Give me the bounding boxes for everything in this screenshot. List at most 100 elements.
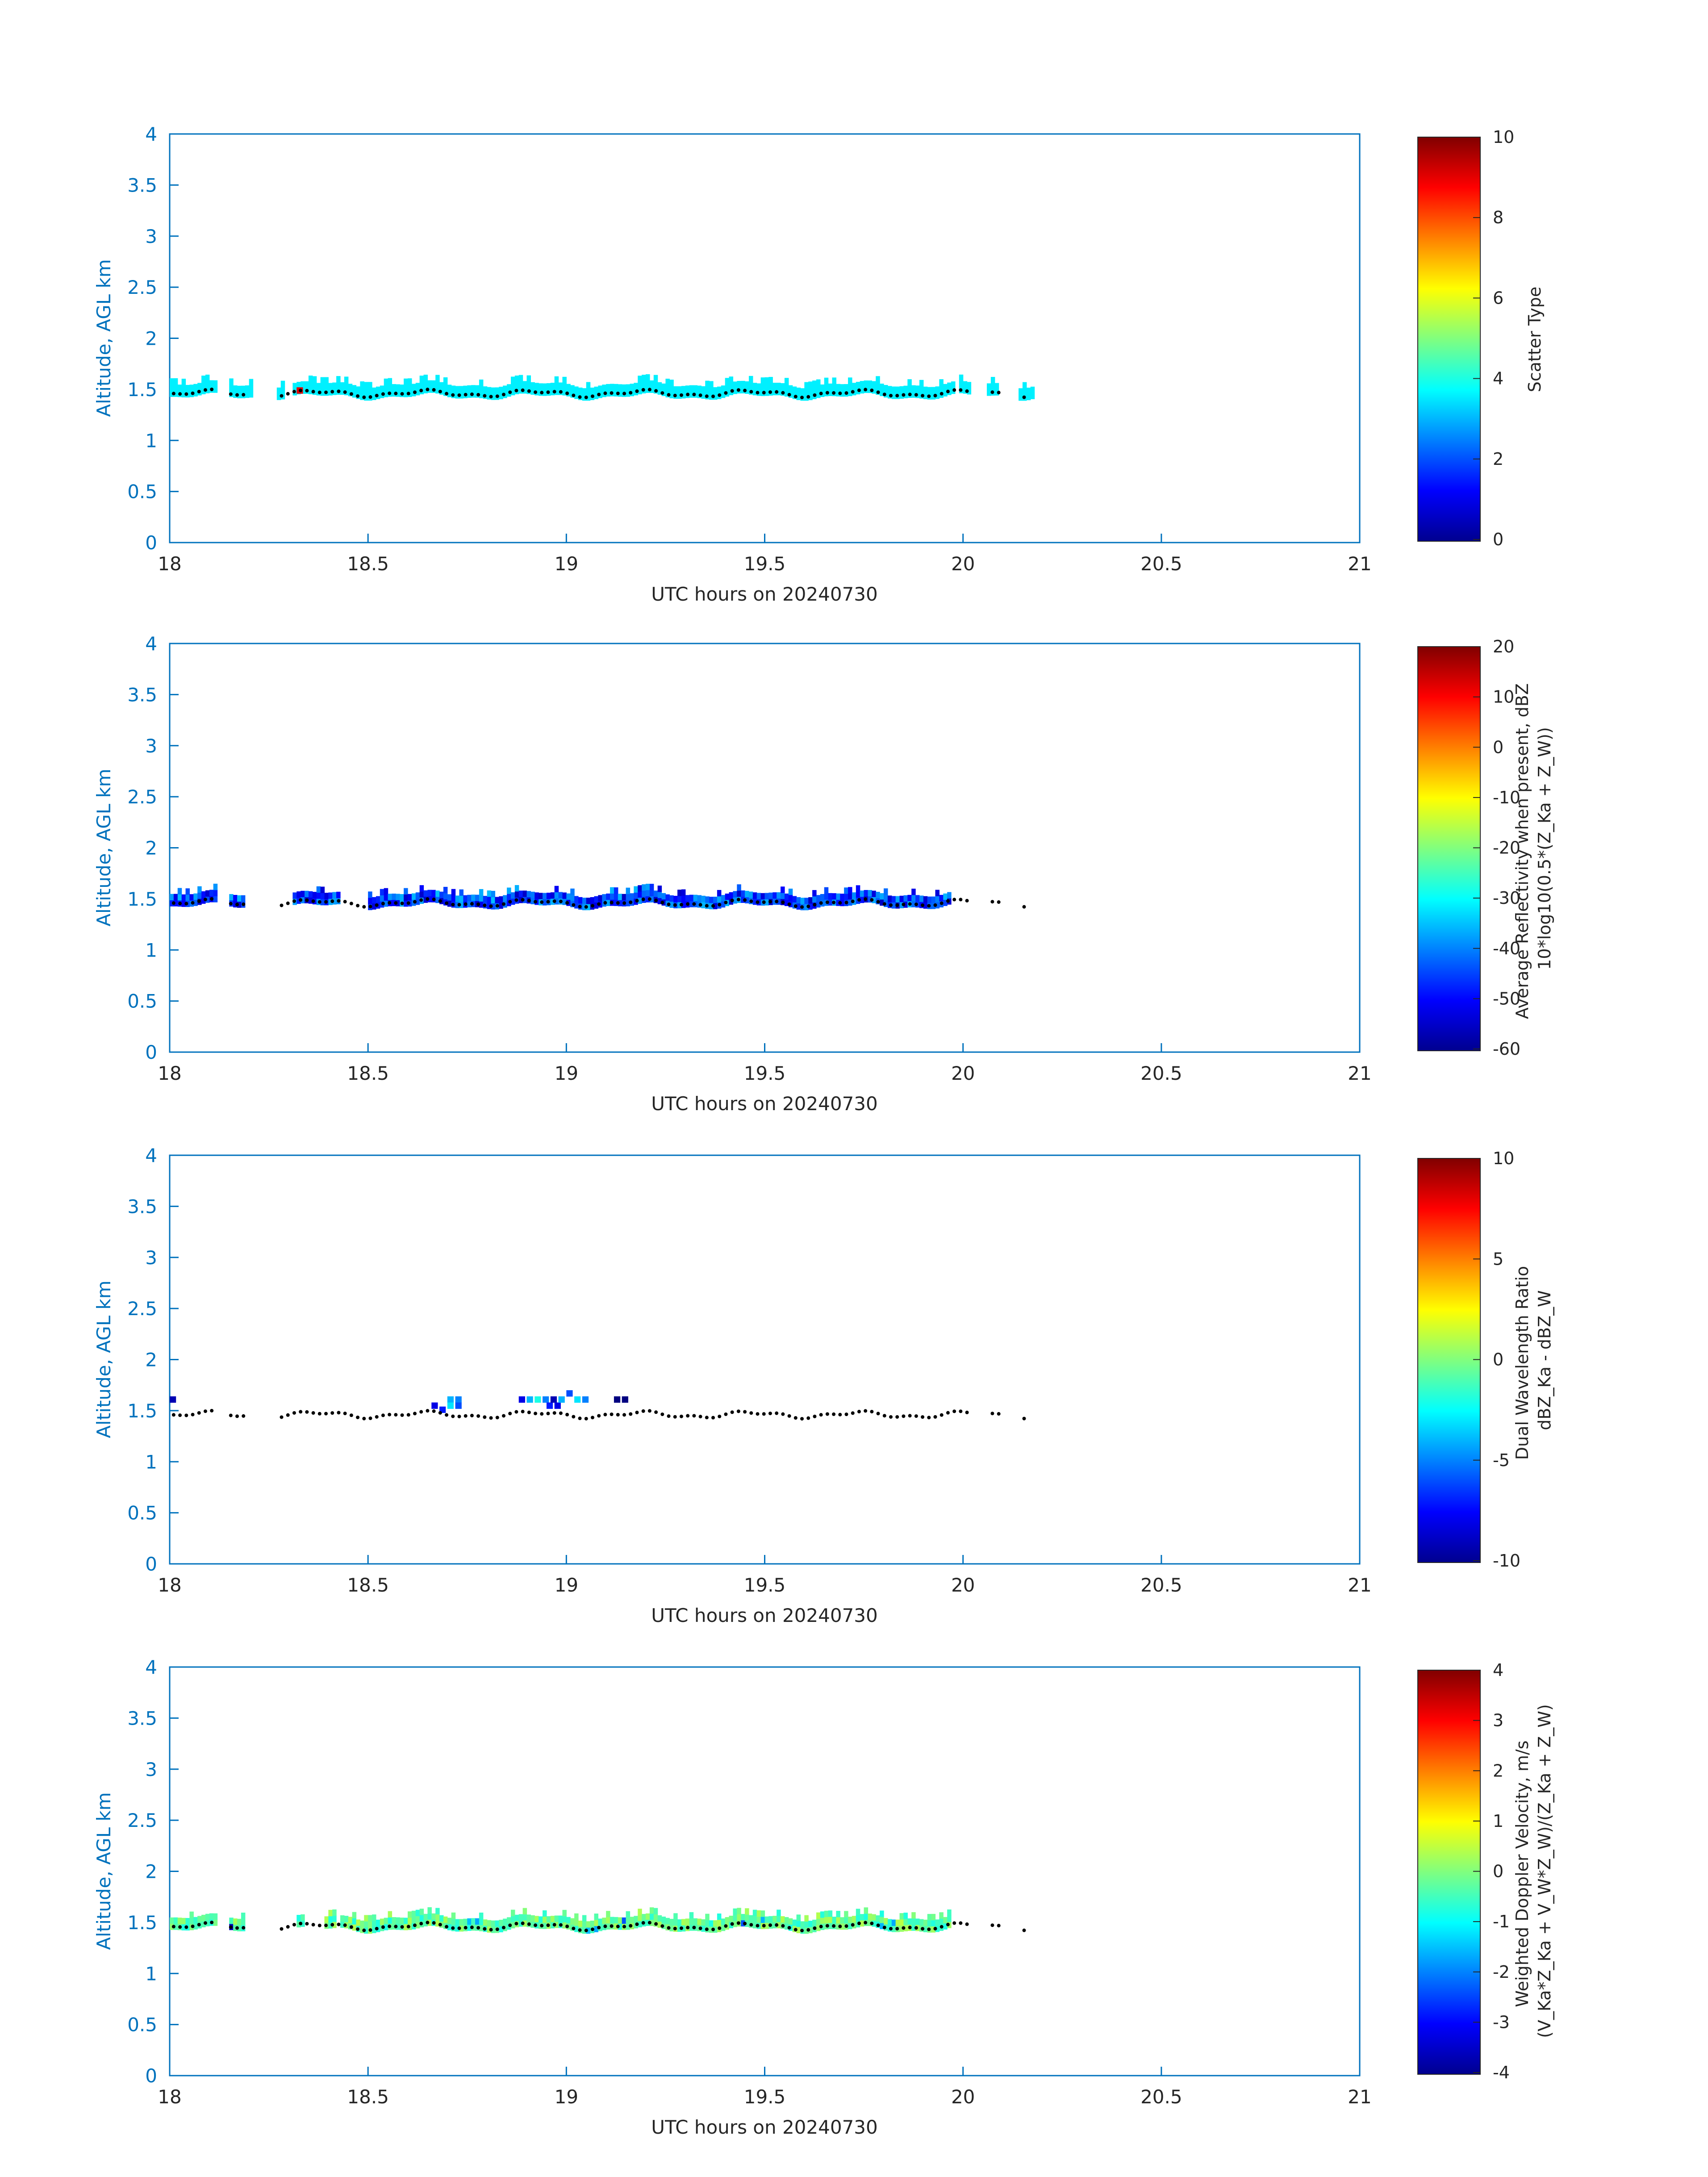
data-cell <box>661 893 666 900</box>
data-cell <box>479 392 484 398</box>
data-cell <box>543 383 547 390</box>
x-tick-label: 19 <box>555 553 578 575</box>
data-cell <box>614 1396 621 1403</box>
cloud-base-marker <box>793 904 798 908</box>
data-cell <box>491 890 496 898</box>
data-cell <box>276 387 281 394</box>
cloud-base-marker <box>514 898 518 902</box>
cloud-base-marker <box>990 1412 994 1416</box>
data-cell <box>205 890 210 897</box>
cloud-base-marker <box>667 903 671 907</box>
data-cell <box>880 389 884 397</box>
data-cell <box>546 1402 553 1409</box>
data-cell <box>848 899 852 906</box>
cloud-base-marker <box>191 391 195 395</box>
data-cell <box>201 897 206 904</box>
data-cell <box>907 1918 912 1925</box>
cloud-base-marker <box>889 393 893 397</box>
data-cell <box>856 382 860 389</box>
cloud-base-marker <box>457 393 461 397</box>
data-cell <box>856 1909 860 1915</box>
cloud-base-marker <box>654 898 658 903</box>
cloud-base-marker <box>692 1926 696 1930</box>
cloud-base-marker <box>660 901 664 905</box>
data-cell <box>669 895 674 902</box>
cloud-base-marker <box>654 1410 658 1414</box>
data-cell <box>705 1920 710 1926</box>
data-cell <box>876 892 880 898</box>
data-cell <box>340 1921 345 1928</box>
cloud-base-marker <box>565 1924 569 1928</box>
data-cell <box>566 384 571 390</box>
colorbar <box>1417 1158 1481 1563</box>
data-cell <box>673 386 678 393</box>
cloud-base-marker <box>280 394 284 398</box>
plot-area <box>169 133 1361 543</box>
data-cell <box>669 392 674 398</box>
cloud-base-marker <box>768 1412 772 1416</box>
data-cell <box>360 1926 364 1933</box>
data-cell <box>638 381 642 389</box>
cloud-base-marker <box>825 1924 829 1928</box>
data-cell <box>721 1918 726 1925</box>
data-cell <box>796 897 801 904</box>
cloud-base-marker <box>565 1412 569 1417</box>
x-tick-label: 19 <box>555 1574 578 1596</box>
cloud-base-marker <box>895 903 899 907</box>
data-cell <box>185 894 190 901</box>
data-cell <box>213 883 218 890</box>
data-cell <box>915 385 920 392</box>
data-cell <box>491 393 496 400</box>
data-cell <box>860 896 864 903</box>
cloud-base-marker <box>622 1413 626 1417</box>
cloud-base-marker <box>286 392 290 396</box>
data-cell <box>653 381 658 388</box>
data-cell <box>935 386 940 393</box>
data-cell <box>768 377 773 384</box>
data-cell <box>784 893 789 900</box>
data-cell <box>681 392 686 399</box>
y-tick-label: 2.5 <box>127 786 157 808</box>
cloud-base-marker <box>394 1925 398 1929</box>
data-cell <box>451 1918 456 1925</box>
data-cell <box>447 391 452 397</box>
data-cell <box>606 1911 610 1918</box>
colorbar-tick-label: 10 <box>1493 1149 1514 1168</box>
data-cell <box>768 383 773 390</box>
data-cell <box>201 891 206 898</box>
cloud-base-marker <box>946 1922 950 1926</box>
data-cell <box>181 894 186 901</box>
data-cell <box>423 1920 428 1926</box>
data-cell <box>411 893 416 900</box>
data-cell <box>784 1917 789 1924</box>
cloud-base-marker <box>959 1409 963 1413</box>
data-cell <box>574 902 579 909</box>
cloud-base-marker <box>305 898 309 902</box>
cloud-base-marker <box>552 1411 556 1415</box>
data-cell <box>884 385 888 392</box>
data-cell <box>642 884 646 891</box>
plot-area <box>169 1154 1361 1565</box>
data-cell <box>777 898 781 905</box>
data-cell <box>773 1922 777 1929</box>
data-cell <box>320 893 325 899</box>
y-axis-label: Altitude, AGL km <box>93 769 115 926</box>
cloud-base-marker <box>743 1922 747 1926</box>
cloud-base-marker <box>476 393 480 397</box>
cloud-base-marker <box>730 1922 734 1926</box>
data-cell <box>777 389 781 396</box>
cloud-base-marker <box>451 1414 455 1418</box>
cloud-base-marker <box>635 899 639 903</box>
cloud-base-marker <box>654 389 658 393</box>
cloud-base-marker <box>864 1409 868 1413</box>
data-cell <box>729 376 734 383</box>
data-cell <box>752 892 757 899</box>
data-cell <box>709 1920 714 1927</box>
data-cell <box>788 385 793 392</box>
data-cell <box>927 1920 932 1926</box>
data-cell <box>713 903 718 910</box>
data-cell <box>550 898 555 905</box>
cloud-base-marker <box>781 1924 785 1928</box>
data-cell <box>709 393 714 400</box>
